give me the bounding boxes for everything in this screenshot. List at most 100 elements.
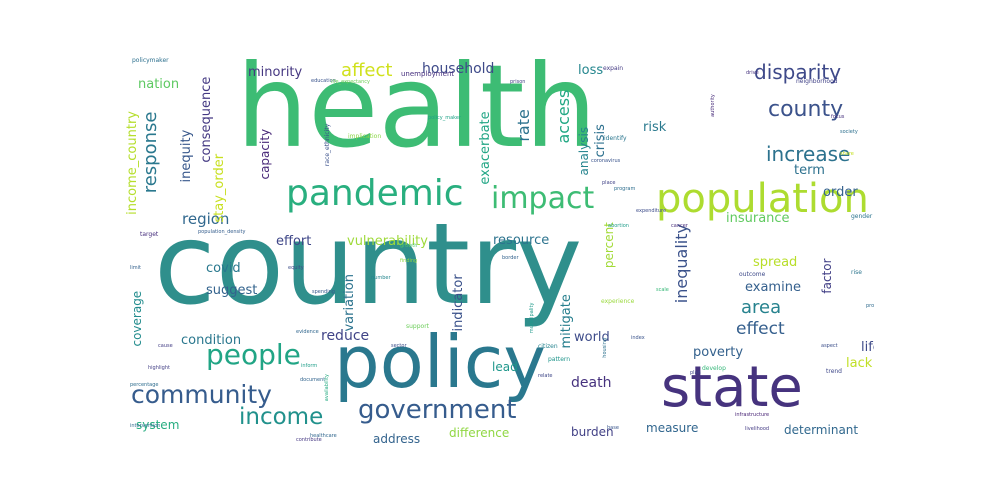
cloud-word: minority [248, 65, 303, 80]
cloud-word: gender [851, 213, 873, 220]
cloud-word: unemployment [401, 70, 455, 78]
cloud-word: rate [514, 109, 533, 142]
cloud-word: capacity [258, 128, 272, 180]
cloud-word: develop [702, 365, 726, 372]
cloud-word: race_ethnicity [324, 123, 331, 167]
cloud-word: infrastructure [735, 412, 770, 418]
cloud-word: determinant [784, 423, 859, 437]
cloud-word: abortion [608, 223, 629, 229]
cloud-word: authority [710, 94, 716, 117]
cloud-word: measure [646, 421, 699, 435]
cloud-word: reduce [321, 328, 370, 344]
cloud-word: condition [181, 333, 242, 348]
cloud-word: sector [391, 343, 407, 349]
cloud-word: percent [602, 222, 616, 269]
cloud-word: intervention [130, 423, 161, 429]
cloud-word: expenditure [636, 208, 667, 214]
cloud-word: contribute [296, 437, 322, 443]
cloud-word: evidence [296, 329, 319, 335]
cloud-word: order [823, 185, 858, 200]
cloud-word: loss [578, 63, 604, 78]
cloud-word: border [502, 255, 519, 261]
cloud-word: income_country [126, 110, 140, 215]
cloud-word: housing [602, 337, 608, 358]
cloud-word: community [131, 380, 272, 409]
cloud-word: indicator [451, 274, 466, 332]
cloud-word: suggest [206, 283, 258, 298]
cloud-word: pandemic [286, 173, 464, 214]
cloud-word: healthcare [310, 433, 337, 439]
cloud-word: analysis [577, 126, 591, 176]
cloud-word: factor [820, 258, 834, 294]
cloud-word: resource [493, 233, 550, 248]
cloud-word: neighborhood [796, 78, 838, 85]
cloud-word: place [602, 180, 616, 186]
cloud-word: spending [312, 289, 335, 295]
cloud-word: mitigate [559, 294, 574, 349]
cloud-word: population [656, 176, 869, 222]
cloud-word: inequality [672, 224, 691, 304]
cloud-word: relate [538, 373, 553, 379]
cloud-word: inform [301, 363, 318, 369]
cloud-word: trend [826, 368, 842, 375]
cloud-word: region [182, 210, 230, 228]
cloud-word: health [236, 44, 597, 173]
cloud-word: world [574, 330, 610, 345]
cloud-word: finding [400, 258, 418, 264]
cloud-word: risk [643, 120, 667, 135]
cloud-word: population_density [198, 229, 246, 235]
cloud-word: burden [571, 425, 614, 439]
cloud-word: exacerbate [478, 111, 493, 185]
cloud-word: inequity [179, 129, 194, 183]
cloud-word: limit [130, 265, 141, 271]
cloud-word: program [614, 186, 636, 192]
cloud-word: insurance [726, 211, 790, 226]
cloud-word: impact [491, 181, 595, 216]
cloud-word: livelihood [745, 426, 770, 432]
cloud-word: county [768, 97, 844, 122]
cloud-word: stay_order [212, 153, 227, 223]
cloud-word: response [140, 111, 161, 194]
cloud-word: death [571, 375, 612, 391]
cloud-word: index [631, 335, 645, 341]
cloud-word: aspect [821, 343, 838, 349]
cloud-word: highlight [148, 365, 170, 371]
cloud-word: prison [510, 79, 526, 85]
cloud-word: vulnerability [347, 234, 428, 249]
cloud-word: policy_maker [428, 115, 462, 121]
cloud-word: address [373, 432, 421, 446]
cloud-word: lack [846, 356, 873, 371]
cloud-word: support [406, 323, 430, 330]
cloud-word: examine [745, 280, 801, 295]
cloud-word: effort [276, 234, 312, 249]
cloud-word: spread [753, 255, 798, 270]
cloud-word: term [794, 163, 825, 178]
cloud-word: covid [206, 261, 241, 276]
cloud-word: people [206, 338, 301, 371]
cloud-word: equity [288, 265, 304, 271]
cloud-word: household [422, 61, 495, 77]
cloud-word: outcome [739, 271, 766, 278]
cloud-word: life [861, 340, 874, 355]
cloud-word: cause [158, 343, 173, 349]
cloud-word: base [607, 425, 619, 431]
cloud-word: scale [656, 287, 669, 293]
cloud-word: policy [334, 320, 546, 404]
cloud-word: citizen [538, 343, 558, 350]
cloud-word: drive [746, 70, 759, 76]
cloud-word: effect [736, 319, 785, 339]
cloud-word: increase [766, 142, 851, 166]
cloud-word: share [840, 151, 854, 157]
cloud-word: coverage [130, 290, 144, 347]
cloud-word: life_expectancy [331, 79, 370, 85]
cloud-word: education [311, 78, 336, 84]
cloud-word: cancer [671, 223, 688, 229]
cloud-word: growth [400, 243, 418, 249]
cloud-word: state [661, 355, 803, 420]
cloud-word: disparity [754, 60, 842, 84]
cloud-word: government [358, 395, 517, 425]
cloud-word: poverty [693, 345, 744, 360]
cloud-word: pattern [548, 356, 571, 363]
cloud-word: difference [449, 426, 510, 440]
cloud-word: protect [866, 303, 874, 309]
